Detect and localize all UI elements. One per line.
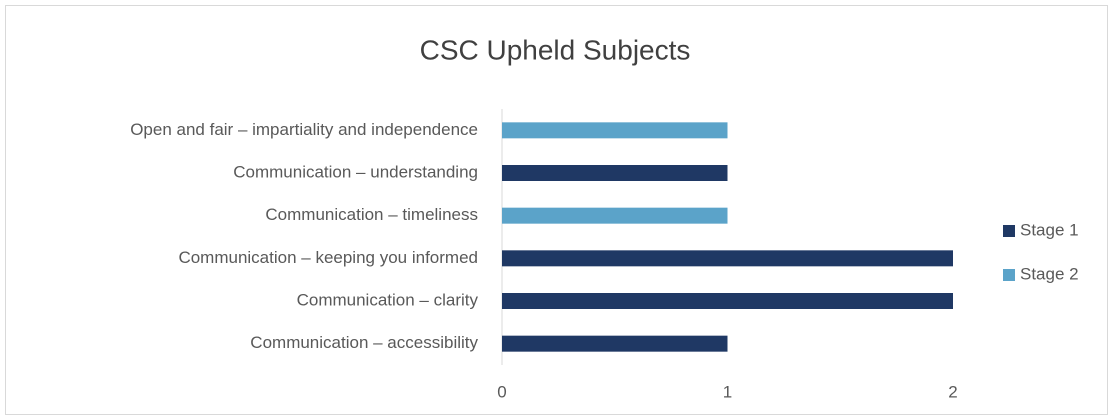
y-tick-label: Communication – timeliness — [265, 205, 478, 224]
bar — [502, 335, 728, 352]
legend-swatch — [1003, 225, 1015, 237]
y-tick-label: Communication – accessibility — [250, 333, 478, 352]
legend-label: Stage 1 — [1020, 220, 1079, 239]
x-tick-label: 1 — [723, 382, 732, 401]
legend-label: Stage 2 — [1020, 264, 1079, 283]
bar — [502, 122, 728, 139]
x-tick-label: 0 — [497, 382, 506, 401]
y-tick-label: Communication – clarity — [297, 290, 479, 309]
bar — [502, 293, 953, 309]
bar — [502, 165, 728, 181]
chart-title: CSC Upheld Subjects — [420, 34, 691, 65]
x-tick-label: 2 — [948, 382, 957, 401]
bar — [502, 250, 953, 267]
y-tick-label: Communication – keeping you informed — [178, 248, 478, 267]
y-tick-label: Open and fair – impartiality and indepen… — [130, 120, 478, 139]
y-tick-label: Communication – understanding — [233, 162, 478, 181]
bar — [502, 207, 728, 224]
legend-swatch — [1003, 269, 1015, 281]
